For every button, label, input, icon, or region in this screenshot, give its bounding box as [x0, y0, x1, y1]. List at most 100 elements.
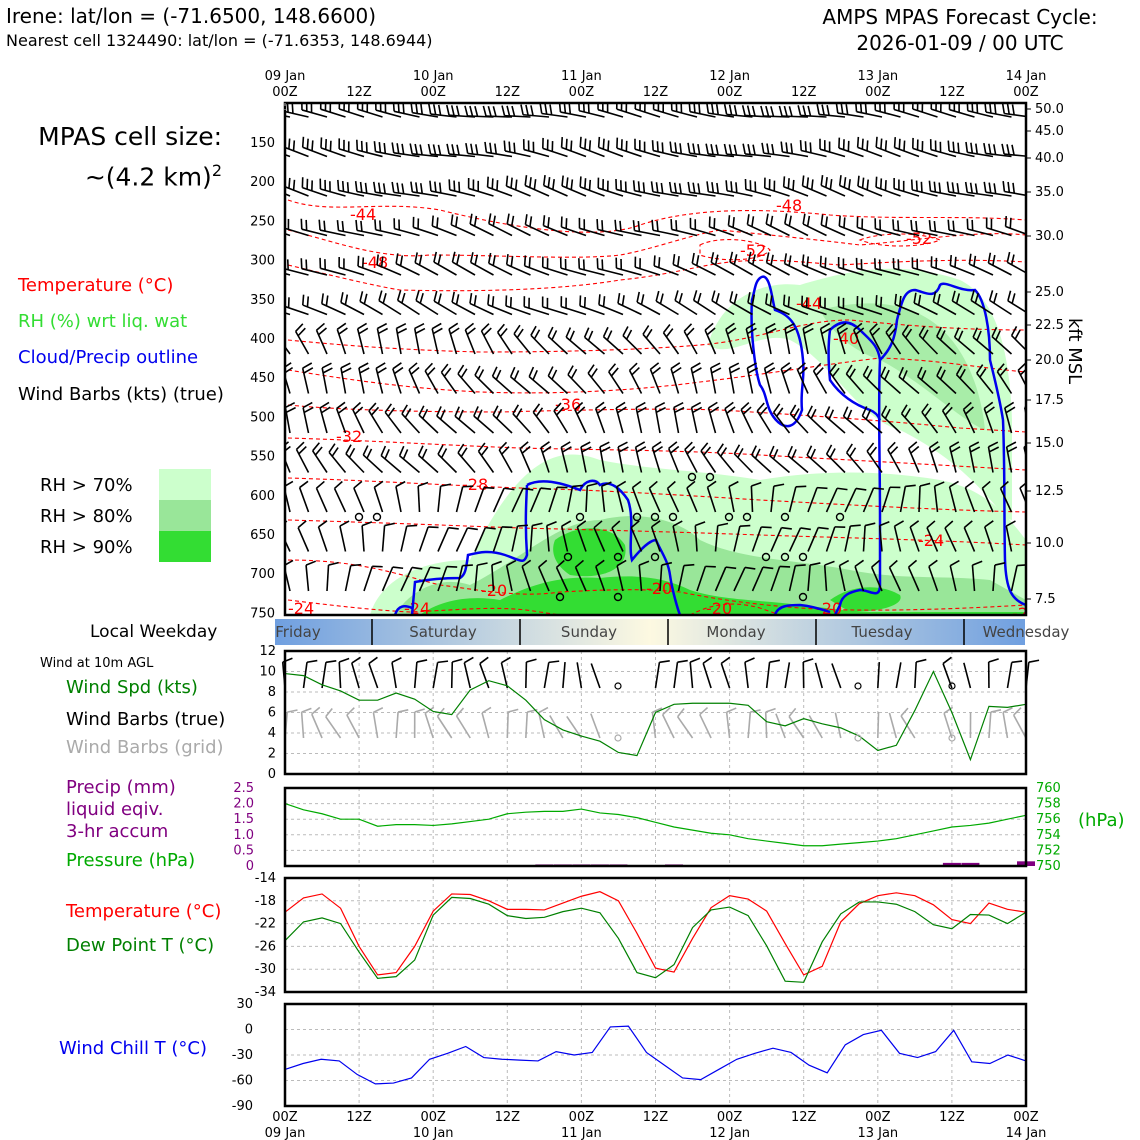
barb-feather	[915, 180, 918, 192]
cell-size-exponent: 2	[211, 161, 222, 180]
barb-feather	[765, 293, 768, 304]
barb-staff	[631, 487, 643, 513]
barb-staff	[395, 486, 402, 513]
barb-feather	[301, 707, 312, 713]
wind-barb	[667, 441, 680, 473]
barb-feather	[530, 325, 537, 336]
barb-staff	[616, 565, 624, 592]
barb-feather	[866, 179, 870, 191]
calm-circle	[854, 734, 862, 742]
barb-staff	[895, 662, 902, 689]
wind-barb-true	[895, 662, 902, 689]
barb-feather	[602, 138, 605, 150]
barb-feather	[1007, 290, 1012, 302]
wind-barb	[285, 345, 291, 355]
barb-feather	[959, 368, 966, 379]
barb-feather	[819, 255, 822, 267]
wind-barb	[725, 322, 737, 355]
wind-barb	[469, 292, 494, 316]
rh90-patch	[553, 528, 626, 577]
wind-barb	[532, 403, 550, 434]
barb-feather	[930, 445, 941, 454]
wind-barb	[501, 105, 531, 118]
barb-staff	[870, 566, 883, 592]
barb-staff	[368, 663, 379, 689]
barb-feather	[884, 369, 890, 380]
barb-feather	[540, 441, 550, 449]
wind-barb	[936, 326, 957, 355]
barb-feather	[892, 219, 895, 230]
barb-feather	[359, 181, 363, 193]
cycle-time-line: 2026-01-09 / 00 UTC	[856, 31, 1064, 55]
wind-barb	[560, 137, 587, 158]
wind-barb-true	[368, 656, 379, 689]
barb-staff	[733, 567, 746, 592]
wind-barb	[746, 214, 772, 237]
wind-barb	[900, 404, 920, 434]
weekday-label: Friday	[275, 623, 321, 641]
barb-feather	[1001, 103, 1006, 114]
barb-feather	[985, 406, 995, 414]
barb-feather	[340, 292, 344, 303]
bottom-date-label: 13 Jan	[857, 1126, 898, 1140]
barb-feather	[455, 707, 465, 717]
barb-feather	[416, 659, 428, 663]
wind-barb	[992, 562, 1006, 592]
wind-barb	[983, 401, 995, 434]
barb-feather	[733, 254, 738, 265]
barb-feather	[438, 182, 442, 194]
temp-label: -24	[918, 531, 944, 550]
barb-feather	[440, 448, 448, 459]
barb-staff	[295, 449, 310, 473]
wind-barb	[669, 141, 698, 158]
barb-feather	[1006, 251, 1011, 263]
barb-feather	[440, 483, 452, 487]
wind-barb	[652, 103, 679, 118]
barb-staff	[340, 301, 365, 316]
barb-feather	[836, 322, 847, 330]
barb-feather	[670, 218, 673, 230]
barb-feather	[692, 290, 698, 301]
barb-feather	[542, 175, 546, 186]
wind-barb	[733, 566, 756, 592]
barb-staff	[321, 303, 346, 316]
barb-feather	[457, 364, 465, 375]
barb-feather	[384, 522, 395, 527]
wind-barb	[520, 104, 550, 118]
wind-barbs-true-label: Wind Barbs (true)	[66, 709, 226, 730]
wind-barb-grid	[413, 708, 425, 739]
barb-feather	[415, 290, 420, 301]
barb-staff	[477, 450, 495, 473]
barb-feather	[263, 102, 264, 112]
wind-barb	[1006, 251, 1026, 274]
wind-barb	[770, 483, 785, 513]
barb-staff	[806, 454, 828, 474]
wind-barb	[983, 520, 994, 552]
barb-staff	[878, 525, 883, 552]
rh-swatch-90	[159, 531, 211, 562]
barb-feather	[346, 707, 355, 716]
barb-feather	[350, 563, 362, 567]
barb-feather	[957, 330, 964, 341]
barb-feather	[450, 327, 460, 335]
barb-staff	[600, 486, 606, 513]
barb-feather	[820, 214, 824, 225]
wind-barb-grid	[325, 707, 342, 739]
bottom-time-label: 00Z	[569, 1110, 595, 1125]
barb-feather	[810, 179, 814, 190]
barb-feather	[936, 326, 942, 337]
barb-feather	[321, 362, 332, 369]
barb-staff	[944, 527, 957, 552]
weekday-label: Sunday	[561, 623, 617, 641]
windchill-panel-label: Wind Chill T (°C)	[59, 1038, 207, 1059]
wind-barb	[933, 481, 945, 513]
wind-barb	[579, 295, 605, 316]
icing-circle	[613, 592, 623, 602]
barb-feather	[797, 105, 802, 116]
barb-feather	[359, 291, 364, 302]
temp-label: -20	[706, 599, 732, 618]
barb-staff	[455, 565, 464, 592]
barb-feather	[524, 214, 528, 225]
barb-staff	[900, 715, 916, 739]
barb-feather	[659, 293, 664, 304]
